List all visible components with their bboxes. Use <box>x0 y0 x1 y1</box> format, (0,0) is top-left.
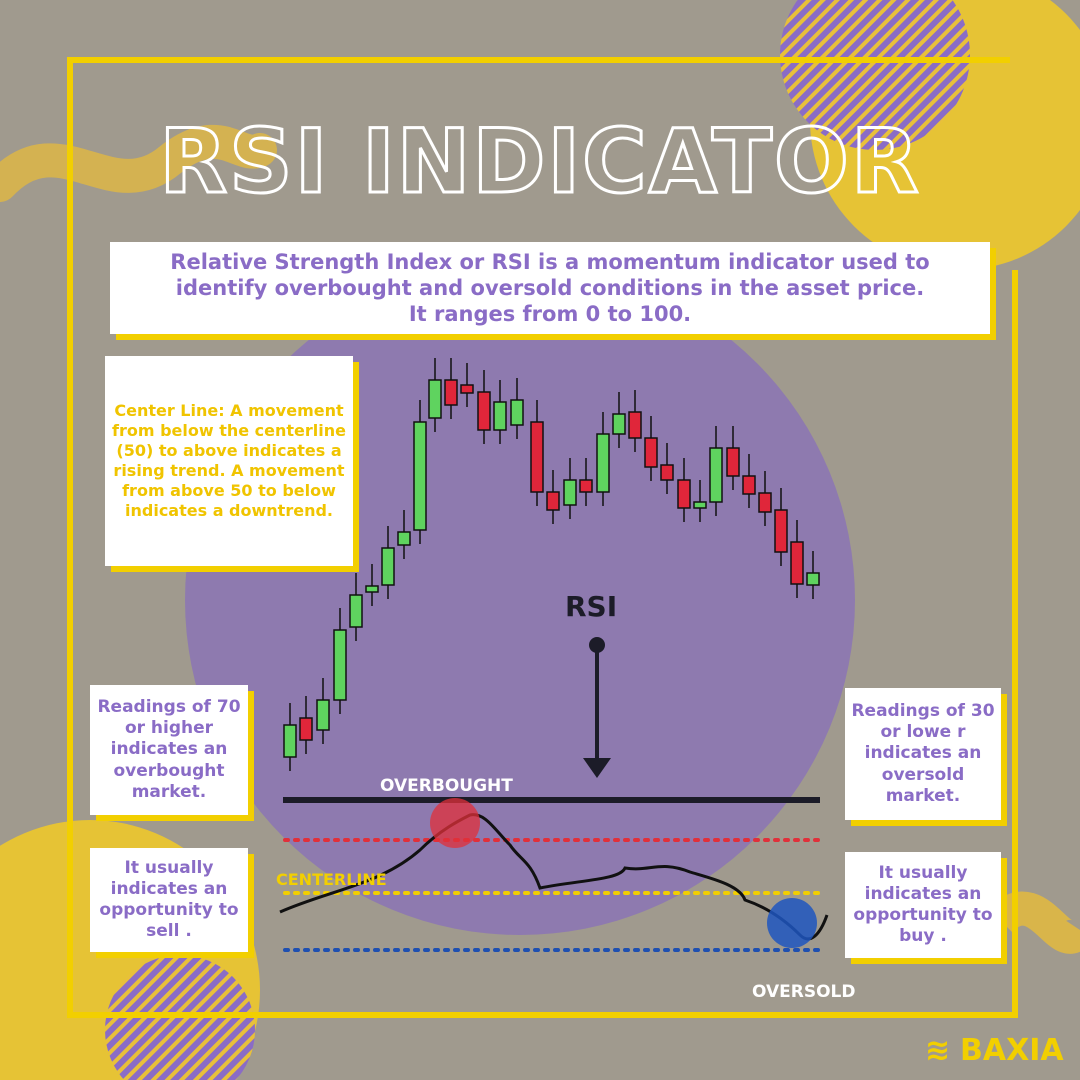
candle-body <box>709 447 723 503</box>
candle-body <box>806 572 820 586</box>
arrow-head <box>583 758 611 778</box>
candle-body <box>413 421 427 531</box>
candle-body <box>742 475 756 495</box>
wave <box>0 124 277 202</box>
overbought-marker <box>430 798 480 848</box>
rsi-line <box>279 813 829 941</box>
candlesticks <box>283 358 820 771</box>
buy-note: It usually indicates an opportunity to b… <box>845 852 1001 958</box>
overbought-label: OVERBOUGHT <box>380 776 513 796</box>
intro-line: Relative Strength Index or RSI is a mome… <box>170 249 930 274</box>
candle-body <box>790 541 804 585</box>
candle-body <box>299 717 313 741</box>
candle-body <box>444 379 458 406</box>
candle-body <box>546 491 560 511</box>
intro-line: identify overbought and oversold conditi… <box>175 275 925 300</box>
rsi-label: RSI <box>565 590 618 623</box>
frame <box>67 57 1018 1018</box>
oversold-marker <box>767 898 817 948</box>
candle-body <box>349 594 363 628</box>
candle-body <box>316 699 330 731</box>
brand: BAXIA <box>960 1033 1064 1068</box>
candle-body <box>283 724 297 758</box>
candle-body <box>579 479 593 493</box>
overbought-note: Readings of 70 or higher indicates an ov… <box>90 685 248 815</box>
candle-body <box>726 447 740 477</box>
candle-body <box>758 492 772 513</box>
candle-body <box>460 384 474 394</box>
candle-body <box>477 391 491 431</box>
candle-body <box>774 509 788 553</box>
candle-body <box>596 433 610 493</box>
arrow-dot <box>589 637 605 653</box>
candle-body <box>530 421 544 493</box>
candle-body <box>628 411 642 439</box>
candle-body <box>510 399 524 426</box>
striped-circle <box>780 0 970 150</box>
candle-body <box>381 547 395 586</box>
oversold-label: OVERSOLD <box>752 982 856 1002</box>
oversold-note: Readings of 30 or lowe r indicates an ov… <box>845 688 1001 820</box>
candle-body <box>660 464 674 481</box>
intro: Relative Strength Index or RSI is a mome… <box>110 242 990 334</box>
candle-body <box>333 629 347 701</box>
brand-icon: ≋ <box>925 1033 950 1068</box>
candle-body <box>644 437 658 468</box>
centerline-label: CENTERLINE <box>276 870 387 889</box>
candle-body <box>428 379 442 419</box>
candle-body <box>397 531 411 546</box>
candle-body <box>563 479 577 506</box>
candle-body <box>677 479 691 509</box>
title: RSI INDICATOR <box>158 109 921 215</box>
candle-body <box>365 585 379 593</box>
sell-note: It usually indicates an opportunity to s… <box>90 848 248 952</box>
candle-body <box>493 401 507 431</box>
candle-body <box>612 413 626 435</box>
center-line-note: Center Line: A movement from below the c… <box>105 356 353 566</box>
intro-line: It ranges from 0 to 100. <box>408 302 692 327</box>
candle-body <box>693 501 707 509</box>
